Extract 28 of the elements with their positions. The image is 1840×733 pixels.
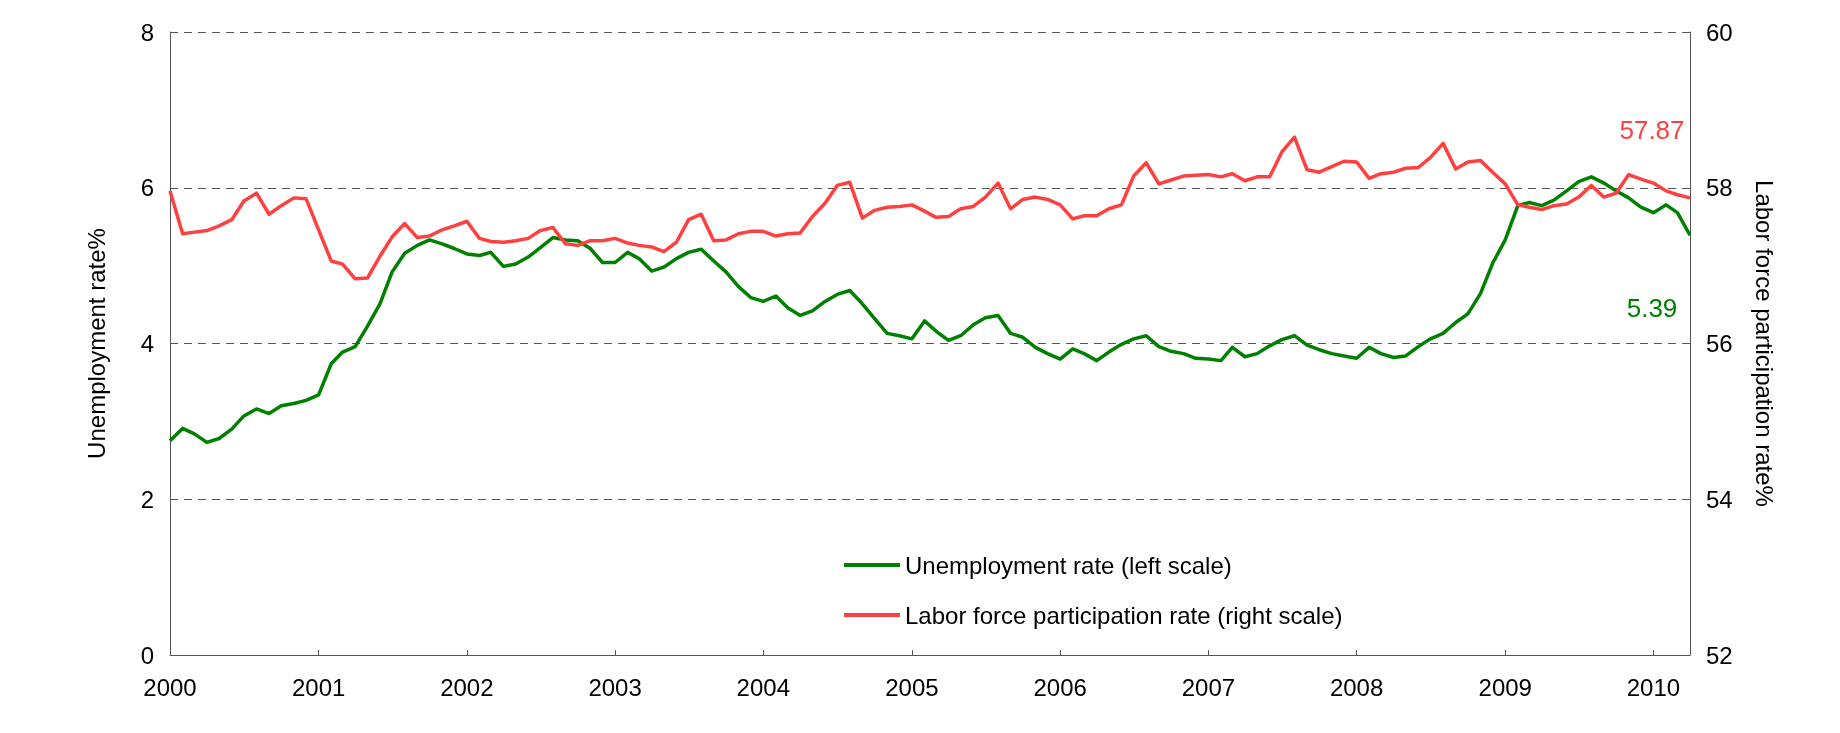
x-tick-label: 2007 <box>1181 673 1236 701</box>
y-axis-title: Unemployment rate% <box>82 228 110 459</box>
y-tick-label: 6 <box>140 174 154 202</box>
y-tick-label: 4 <box>140 330 154 357</box>
x-tick-label: 2009 <box>1478 673 1532 701</box>
y2-tick-label: 52 <box>1706 641 1733 669</box>
x-tick-label: 2001 <box>291 673 346 701</box>
y2-tick-label: 60 <box>1706 18 1733 46</box>
legend-label: Unemployment rate (left scale) <box>905 551 1232 579</box>
x-tick-label: 2003 <box>588 673 642 701</box>
y2-axis-title: Labor force participation rate% <box>1750 180 1778 507</box>
y-tick-label: 2 <box>140 485 154 513</box>
x-tick-label: 2002 <box>440 673 494 701</box>
y2-tick-label: 54 <box>1706 485 1733 513</box>
line-series <box>168 175 1692 445</box>
legend-label: Labor force participation rate (right scale) <box>905 601 1343 629</box>
y2-tick-label: 56 <box>1706 330 1733 357</box>
x-tick-label: 2010 <box>1626 673 1681 701</box>
y-tick-label: 8 <box>140 18 154 46</box>
y-tick-label: 0 <box>140 641 154 669</box>
y2-tick-label: 58 <box>1706 174 1733 202</box>
data-label: 5.39 <box>1626 293 1678 324</box>
x-tick-label: 2006 <box>1033 673 1087 701</box>
x-tick-label: 2000 <box>143 673 197 701</box>
data-label: 57.87 <box>1619 114 1685 145</box>
x-tick-label: 2005 <box>885 673 939 701</box>
x-tick-label: 2008 <box>1329 673 1384 701</box>
x-tick-label: 2004 <box>736 673 790 701</box>
